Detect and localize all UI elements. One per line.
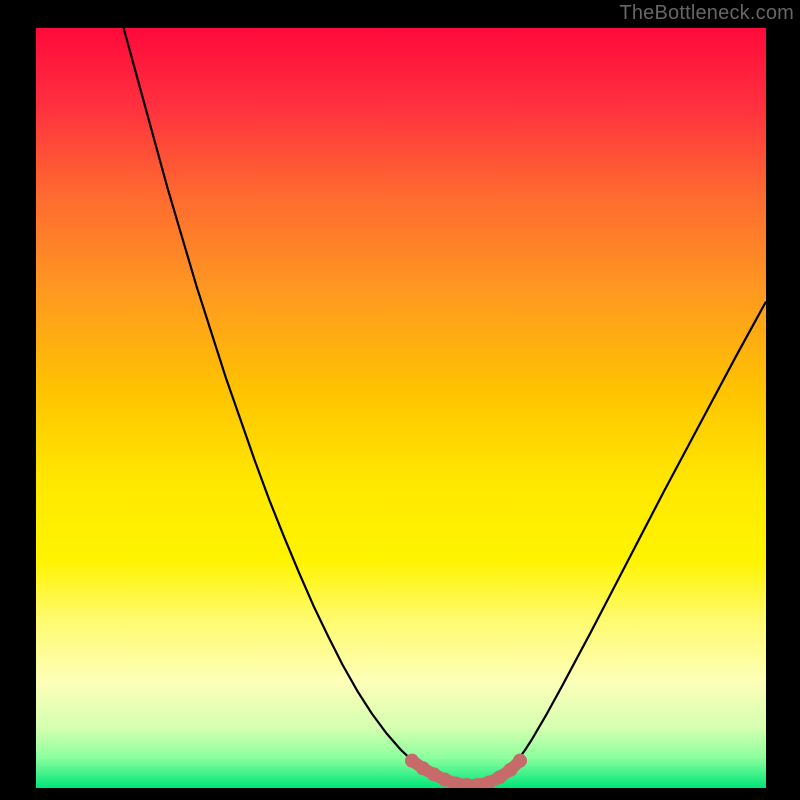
gradient-background: [36, 28, 766, 788]
chart-frame: TheBottleneck.com: [0, 0, 800, 800]
plot-area: [36, 28, 766, 788]
highlight-marker: [513, 754, 527, 768]
watermark-text: TheBottleneck.com: [619, 2, 794, 25]
bottleneck-curve-chart: [36, 28, 766, 788]
